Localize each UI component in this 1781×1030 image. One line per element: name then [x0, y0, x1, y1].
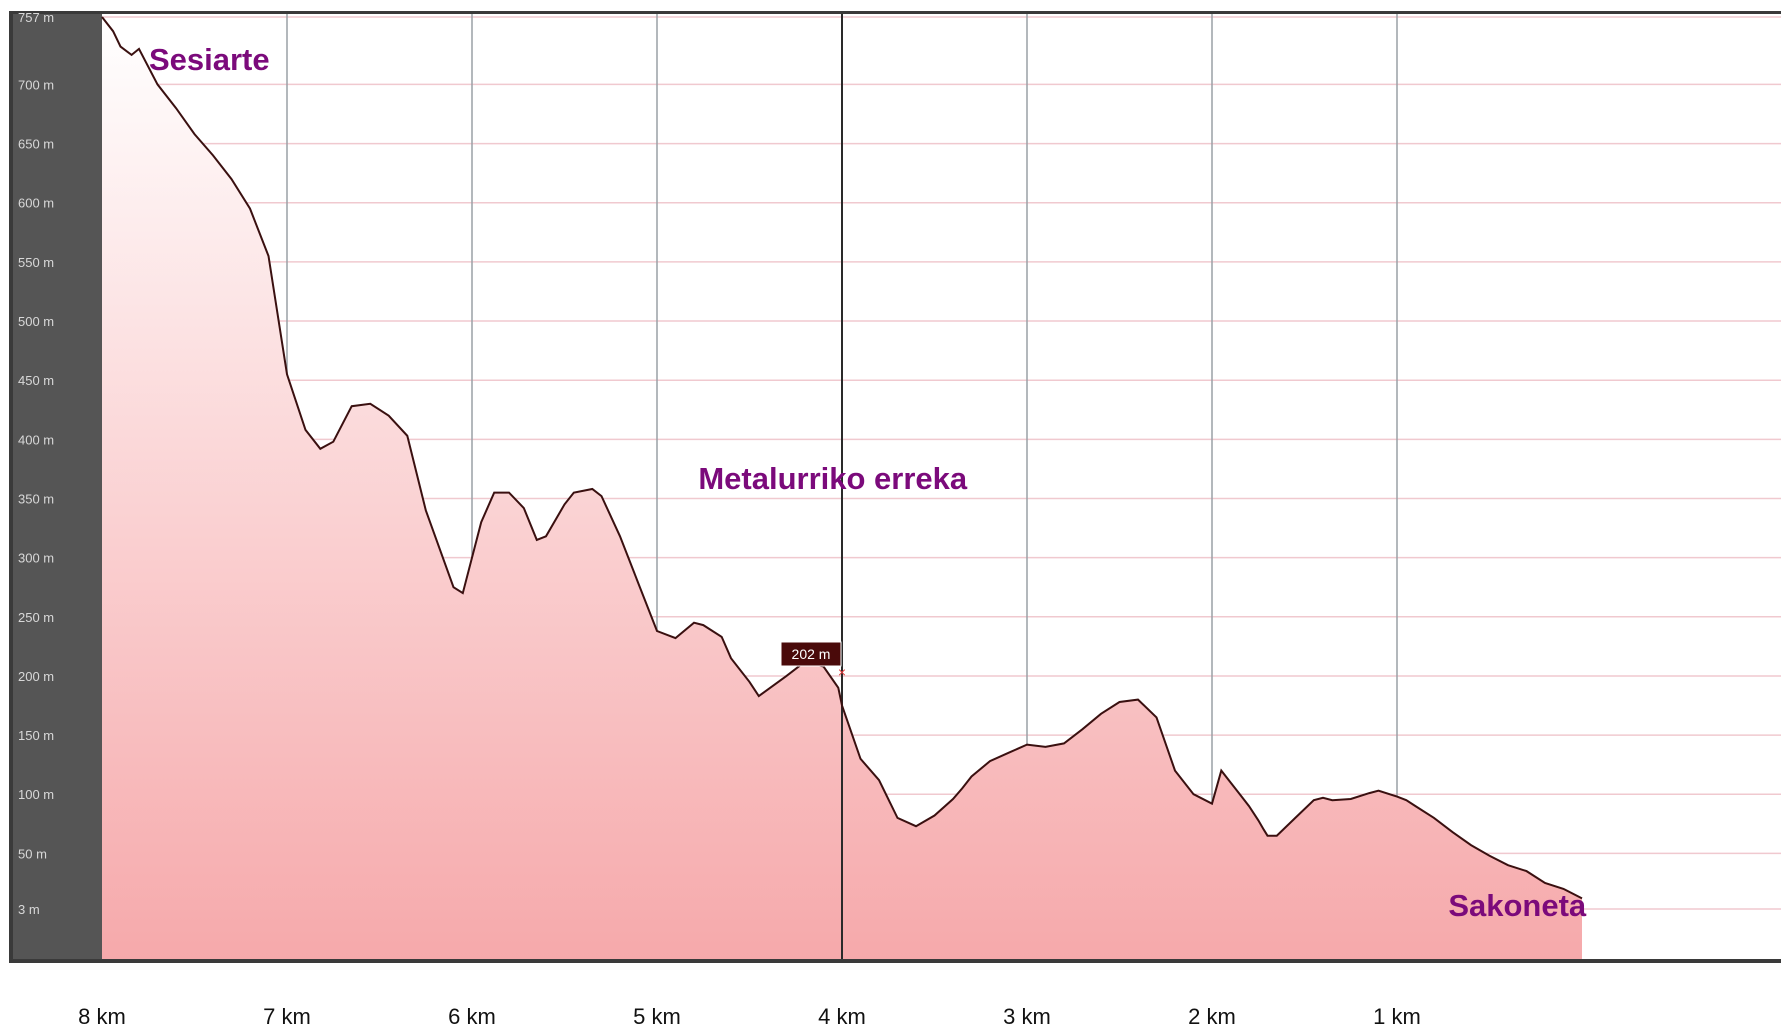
x-tick-label: 8 km — [78, 1004, 126, 1029]
y-tick-label: 200 m — [18, 669, 54, 684]
tooltip-box — [780, 641, 842, 667]
y-tick-label: 300 m — [18, 551, 54, 566]
x-axis-ticks: 8 km 7 km 6 km 5 km 4 km 3 km 2 km 1 km — [78, 1004, 1421, 1029]
tooltip-label: 202 m — [792, 646, 831, 662]
y-axis-panel — [13, 14, 102, 959]
y-tick-label: 400 m — [18, 432, 54, 447]
x-tick-label: 3 km — [1003, 1004, 1051, 1029]
y-tick-label: 100 m — [18, 787, 54, 802]
y-tick-label: 600 m — [18, 196, 54, 211]
x-tick-label: 7 km — [263, 1004, 311, 1029]
x-tick-label: 1 km — [1373, 1004, 1421, 1029]
y-tick-label: 650 m — [18, 137, 54, 152]
cursor-marker: × — [838, 664, 846, 680]
y-tick-label: 700 m — [18, 77, 54, 92]
y-tick-label: 500 m — [18, 314, 54, 329]
y-tick-label: 50 m — [18, 846, 47, 861]
x-tick-label: 5 km — [633, 1004, 681, 1029]
place-label: Sakoneta — [1448, 888, 1587, 923]
tooltip: 202 m × — [780, 641, 846, 680]
y-tick-label: 757 m — [18, 10, 54, 25]
y-tick-label: 250 m — [18, 610, 54, 625]
y-tick-label: 350 m — [18, 491, 54, 506]
y-tick-label: 550 m — [18, 255, 54, 270]
place-label: Metalurriko erreka — [698, 461, 968, 496]
elevation-line — [101, 16, 1583, 900]
y-tick-label: 3 m — [18, 902, 40, 917]
place-annotations: Sesiarte Metalurriko erreka Sakoneta — [149, 42, 1587, 923]
elevation-area — [102, 17, 1582, 959]
x-tick-label: 2 km — [1188, 1004, 1236, 1029]
x-tick-label: 4 km — [818, 1004, 866, 1029]
y-tick-label: 150 m — [18, 728, 54, 743]
y-tick-label: 450 m — [18, 373, 54, 388]
place-label: Sesiarte — [149, 42, 270, 77]
y-axis-ticks: 757 m 700 m 650 m 600 m 550 m 500 m 450 m 400 m… — [18, 10, 54, 917]
x-tick-label: 6 km — [448, 1004, 496, 1029]
